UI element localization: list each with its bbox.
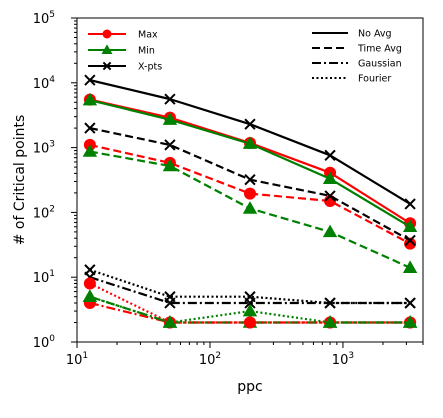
data-point [162,315,178,328]
data-point [83,277,96,290]
series-line [89,143,411,245]
data-point [82,144,98,157]
legend-style-label: Gaussian [358,59,402,70]
legend-marker [102,29,112,39]
legend-style-label: No Avg [358,29,392,40]
series-x-pts-time-avg [84,122,416,247]
data-point [164,291,176,303]
data-point [404,237,417,250]
x-tick-label: 102 [199,351,221,368]
data-point [404,198,416,210]
data-point [324,149,336,161]
legend-marker [101,44,113,54]
data-point [402,219,418,233]
data-point [162,112,178,125]
data-point [322,171,338,185]
y-axis-label: # of Critical points [12,115,28,246]
x-tick-label: 101 [66,351,88,368]
series-layer [82,74,418,329]
data-point [84,264,96,276]
y-tick-label: 103 [33,140,55,157]
data-point [244,316,256,329]
data-point [324,297,336,309]
y-tick-label: 104 [33,75,56,92]
data-point [242,201,258,214]
data-point [84,122,96,134]
series-x-pts-no-avg [84,74,416,210]
series-line [89,268,411,305]
y-tick-label: 100 [33,334,56,351]
legend-label: Min [138,46,155,57]
data-point [402,260,418,273]
data-point [244,291,256,303]
legend-styles: No Avg Time Avg Gaussian Fourier [312,29,402,85]
data-point [402,315,418,328]
legend-style-label: Time Avg [357,44,402,55]
series-line [89,282,411,324]
series-x-pts-fourier [84,264,416,309]
data-point [242,136,258,149]
y-tick-label: 102 [33,204,55,221]
data-point [322,315,338,328]
legend-marker [102,61,112,71]
data-point [404,297,416,309]
y-tick-label: 105 [33,10,55,27]
x-tick-label: 103 [332,351,354,368]
data-point [164,93,176,105]
data-point [244,118,256,130]
legend-label: Max [138,30,158,41]
data-point [164,139,176,151]
data-point [162,158,178,172]
ticks-layer: 101 102 103 100 101 102 103 104 105 [33,10,424,368]
data-point [84,74,96,86]
y-tick-label: 101 [33,269,55,286]
data-point [244,174,256,186]
series-line [89,295,411,324]
data-point [244,187,256,200]
series-min-time-avg [82,144,418,273]
series-min-fourier [82,289,418,328]
plot-frame [76,17,424,343]
legend-label: X-pts [138,62,162,73]
data-point [82,289,98,302]
data-point [404,234,416,247]
data-point [322,224,338,238]
series-line [89,276,411,305]
data-point [324,190,336,202]
series-min-no-avg [82,92,418,233]
series-line [89,301,411,324]
x-axis-label: ppc [237,379,262,395]
data-point [242,303,258,317]
data-point [82,92,98,106]
legend-style-label: Fourier [358,74,391,85]
legend-markers: Max Min X-pts [88,29,162,73]
